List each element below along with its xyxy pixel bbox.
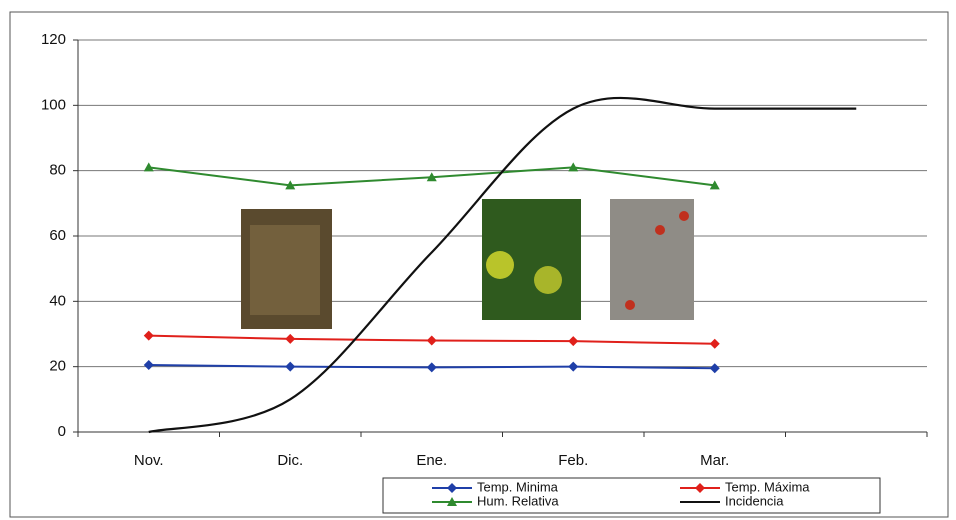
photo-detail [486, 251, 514, 279]
point [568, 362, 578, 372]
y-tick-label: 40 [49, 292, 66, 309]
point [568, 336, 578, 346]
photo-detail [250, 225, 320, 315]
point [285, 334, 295, 344]
y-tick-label: 20 [49, 358, 66, 375]
y-tick-label: 0 [58, 423, 66, 440]
point [427, 362, 437, 372]
x-tick-label: Feb. [558, 452, 588, 469]
chart: 0 20 40 60 80 100 120 Nov. Dic. Ene. Feb. Mar. Temp… [0, 0, 956, 520]
point [144, 331, 154, 341]
frame [10, 12, 948, 517]
point [144, 360, 154, 370]
photo-detail [655, 225, 665, 235]
legend-label: Hum. Relativa [477, 493, 559, 508]
photo-detail [679, 211, 689, 221]
y-tick-label: 80 [49, 162, 66, 179]
x-tick-label: Nov. [134, 452, 164, 469]
y-tick-label: 100 [41, 96, 66, 113]
photo-detail [625, 300, 635, 310]
point [710, 339, 720, 349]
point [710, 363, 720, 373]
x-tick-label: Ene. [416, 452, 447, 469]
point [285, 362, 295, 372]
photo-detail [534, 266, 562, 294]
x-tick-label: Mar. [700, 452, 729, 469]
legend-label: Temp. Minima [477, 479, 559, 494]
point [427, 336, 437, 346]
legend-label: Temp. Máxima [725, 479, 810, 494]
legend-label: Incidencia [725, 493, 784, 508]
y-tick-label: 120 [41, 31, 66, 48]
y-tick-label: 60 [49, 227, 66, 244]
photos [241, 199, 694, 329]
x-tick-label: Dic. [277, 452, 303, 469]
